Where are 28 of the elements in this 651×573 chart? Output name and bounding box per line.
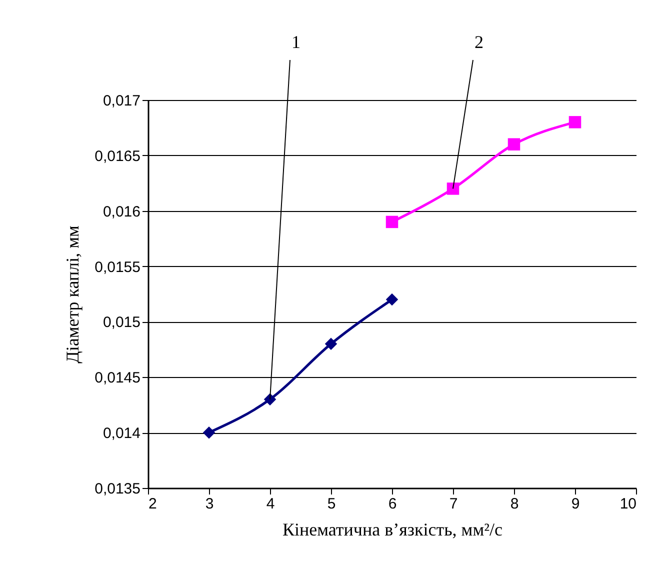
point [202, 426, 216, 439]
x-tick-label: 6 [388, 496, 397, 512]
x-tick-label: 9 [571, 496, 580, 512]
y-axis-title: Діаметр каплі, мм [62, 226, 83, 364]
x-tick-label: 8 [510, 496, 519, 512]
point [508, 138, 520, 150]
point [568, 116, 582, 128]
x-axis-title: Кінематична в’язкість, мм²/с [282, 520, 502, 540]
y-tick-label: 0,0155 [94, 258, 140, 276]
x-tick-label: 10 [620, 496, 636, 512]
x-tick-label: 5 [327, 496, 336, 512]
annotation: 2 [474, 32, 484, 52]
y-tick-label: 0,014 [102, 425, 140, 442]
point [386, 216, 398, 228]
x-tick-label: 2 [148, 496, 157, 512]
x-tick-label: 4 [266, 496, 275, 512]
x-tick-label: 7 [449, 496, 458, 512]
y-tick-label: 0,015 [102, 314, 140, 332]
point [446, 182, 460, 195]
point [324, 338, 338, 350]
annotation: 1 [292, 32, 300, 52]
y-tick-label: 0,0145 [94, 370, 140, 387]
y-tick-label: 0,016 [102, 203, 140, 220]
y-tick-label: 0,017 [102, 92, 140, 110]
point [386, 293, 398, 306]
y-tick-label: 0,0135 [94, 480, 140, 498]
x-tick-label: 3 [205, 496, 214, 512]
y-tick-label: 0,0165 [94, 148, 140, 165]
